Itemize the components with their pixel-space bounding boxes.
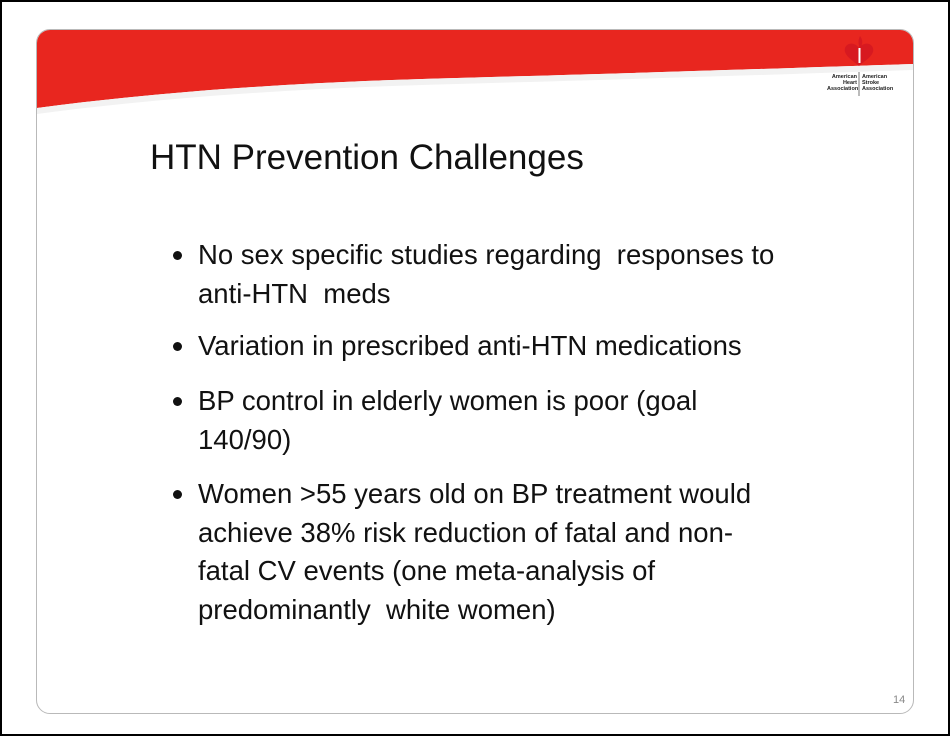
logo-text: Association: [827, 86, 859, 92]
swoosh-highlight: [37, 64, 913, 114]
bullet-text: achieve 38% risk reduction of fatal and …: [198, 516, 734, 548]
slide-title: HTN Prevention Challenges: [150, 138, 584, 177]
bullet-dot: [173, 342, 182, 351]
logo-text: American: [862, 74, 888, 80]
bullet-text: fatal CV events (one meta-analysis of: [198, 555, 656, 586]
page-number: 14: [893, 694, 906, 706]
logo-text: Association: [862, 86, 894, 92]
bullet-text: Variation in prescribed anti-HTN medicat…: [198, 330, 742, 361]
logo-left: American Heart Association: [827, 74, 859, 92]
slide: American Heart Association American Stroke A…: [36, 29, 914, 714]
bullet-text: BP control in elderly women is poor (goa…: [198, 385, 698, 416]
bullet-text: No sex specific studies regarding respon…: [198, 239, 775, 270]
bullet-text: 140/90): [198, 423, 292, 455]
logo-text: Stroke: [862, 80, 880, 86]
bullet-text: Women >55 years old on BP treatment woul…: [198, 478, 752, 509]
bullet-dot: [173, 251, 182, 260]
banner: [37, 30, 913, 114]
bullet-dot: [173, 490, 182, 499]
bullet-text: anti-HTN meds: [198, 277, 391, 309]
bullet-dot: [173, 397, 182, 406]
red-swoosh: [37, 30, 913, 108]
bullet-text: predominantly white women): [198, 593, 556, 625]
logo-icon: [844, 36, 874, 96]
logo-right: American Stroke Association: [862, 74, 893, 92]
logo-text: American: [831, 74, 857, 80]
logo-text: Heart: [842, 80, 857, 86]
